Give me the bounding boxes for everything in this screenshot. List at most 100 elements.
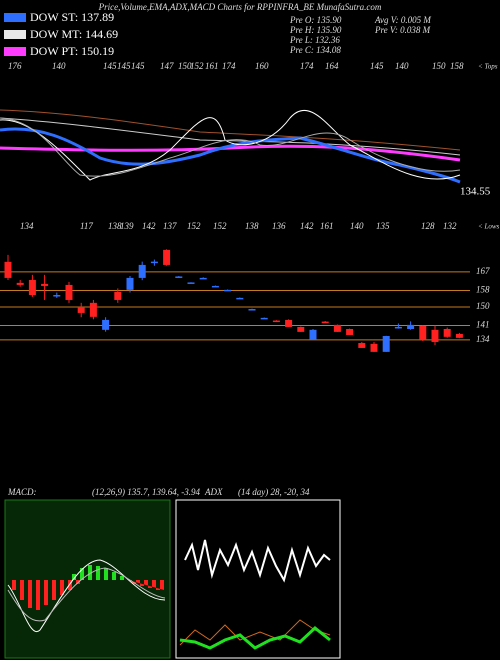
- adx-params: (14 day) 28, -20, 34: [238, 487, 310, 497]
- low-value: 135: [376, 221, 390, 231]
- di-plus: [179, 626, 331, 650]
- low-value: 139: [120, 221, 134, 231]
- di-minus: [179, 619, 331, 646]
- candle-body: [150, 261, 158, 264]
- candle-body: [370, 343, 378, 352]
- candle-body: [175, 276, 183, 278]
- macd-line: [7, 559, 166, 633]
- top-value: 147: [160, 61, 174, 71]
- candle-body: [187, 282, 195, 284]
- low-value: 152: [213, 221, 227, 231]
- candle-body: [77, 306, 85, 313]
- low-value: 138: [108, 221, 122, 231]
- adx-line: [184, 539, 331, 583]
- candle-body: [272, 320, 280, 323]
- top-value: 176: [8, 61, 22, 71]
- top-value: 152: [190, 61, 204, 71]
- top-value: 140: [395, 61, 409, 71]
- legend-label: DOW ST: 137.89: [30, 10, 114, 24]
- top-value: 140: [52, 61, 66, 71]
- signal-line: [7, 567, 166, 622]
- macd-panel: [4, 499, 171, 659]
- price-label: 167: [476, 266, 490, 276]
- low-value: 132: [443, 221, 457, 231]
- macd-label: MACD:: [7, 487, 37, 497]
- candle-body: [211, 285, 219, 288]
- candle-body: [321, 321, 329, 324]
- top-value: 150: [178, 61, 192, 71]
- top-value: 158: [450, 61, 464, 71]
- info-text: Pre H: 135.90: [289, 25, 342, 35]
- top-value: 164: [325, 61, 339, 71]
- candle-body: [419, 325, 427, 340]
- price-label: 150: [476, 301, 490, 311]
- candle-body: [65, 284, 73, 300]
- candle-body: [138, 264, 146, 278]
- candle-body: [431, 329, 439, 342]
- low-value: 152: [187, 221, 201, 231]
- candle-body: [236, 297, 244, 300]
- candle-body: [4, 261, 12, 278]
- adx-label: ADX: [204, 487, 223, 497]
- candle-body: [394, 326, 402, 329]
- low-value: 142: [300, 221, 314, 231]
- top-value: 150: [432, 61, 446, 71]
- low-value: 136: [272, 221, 286, 231]
- macd-params: (12,26,9) 135.7, 139.64, -3.94: [92, 487, 200, 497]
- chart-title: Price,Volume,EMA,ADX,MACD Charts for RPP…: [98, 2, 382, 12]
- info-text: Pre L: 132.36: [289, 35, 340, 45]
- low-value: 142: [142, 221, 156, 231]
- ema-lines: [0, 109, 461, 184]
- legend-swatch: [4, 30, 26, 39]
- top-value: 145: [117, 61, 131, 71]
- macd-neg-bars: [8, 580, 80, 610]
- candle-body: [443, 329, 451, 337]
- info-text: Pre C: 134.08: [289, 45, 341, 55]
- legend-label: DOW MT: 144.69: [30, 27, 118, 41]
- candle-body: [224, 289, 232, 292]
- low-value: 128: [421, 221, 435, 231]
- top-value: 145: [103, 61, 117, 71]
- legend-label: DOW PT: 150.19: [30, 44, 114, 58]
- top-value: 160: [255, 61, 269, 71]
- candle-body: [407, 324, 415, 330]
- top-value: 174: [222, 61, 236, 71]
- candle-body: [346, 329, 354, 335]
- lows-label: < Lows: [478, 223, 500, 231]
- candle-body: [89, 302, 97, 317]
- info-text: Avg V: 0.005 M: [374, 15, 431, 25]
- low-value: 138: [245, 221, 259, 231]
- candle-body: [163, 249, 171, 265]
- candle-body: [199, 277, 207, 280]
- info-text: Pre V: 0.038 M: [374, 25, 431, 35]
- legend-swatch: [4, 13, 26, 22]
- top-value: 174: [300, 61, 314, 71]
- low-value: 134: [20, 221, 34, 231]
- price-label: 158: [476, 285, 490, 295]
- candle-body: [102, 319, 110, 330]
- low-value: 140: [350, 221, 364, 231]
- candle-body: [248, 309, 256, 311]
- low-value: 137: [163, 221, 177, 231]
- price-label: 141: [476, 320, 490, 330]
- candle-body: [53, 295, 61, 297]
- candle-body: [309, 329, 317, 340]
- candle-body: [333, 324, 341, 332]
- candle-body: [260, 317, 268, 320]
- candle-body: [382, 336, 390, 352]
- candle-body: [358, 343, 366, 348]
- candle-body: [455, 333, 463, 338]
- low-value: 117: [80, 221, 93, 231]
- info-text: Pre O: 135.90: [289, 15, 342, 25]
- candle-body: [41, 283, 49, 286]
- top-value: 161: [205, 61, 219, 71]
- candle-body: [297, 326, 305, 332]
- legend-swatch: [4, 47, 26, 56]
- candle-body: [126, 277, 134, 290]
- candle-body: [285, 319, 293, 327]
- price-label: 134: [476, 334, 490, 344]
- macd-pos-bars: [72, 565, 124, 580]
- candle-body: [16, 282, 24, 285]
